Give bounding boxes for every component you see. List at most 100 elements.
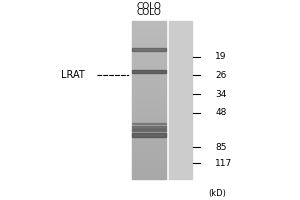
Bar (132, 146, 166, 147)
Bar (132, 95, 166, 96)
Bar (132, 72, 166, 74)
Bar (132, 120, 166, 121)
Text: LRAT: LRAT (61, 70, 85, 80)
Bar (132, 70, 166, 71)
Bar (132, 105, 166, 107)
Bar (132, 59, 166, 60)
Bar (132, 45, 166, 46)
Bar (132, 117, 166, 118)
Bar (132, 75, 166, 76)
Bar (132, 66, 166, 67)
Bar (132, 97, 166, 99)
Bar (132, 107, 166, 108)
Bar (132, 28, 166, 29)
Bar (132, 140, 166, 141)
Bar (132, 133, 166, 134)
Bar (132, 80, 166, 82)
Bar (132, 158, 166, 159)
Bar (132, 51, 166, 53)
Bar (132, 33, 166, 34)
Bar (132, 175, 166, 176)
Bar (132, 129, 166, 130)
Bar (132, 54, 166, 55)
Bar (132, 78, 166, 79)
Bar (132, 174, 166, 175)
Text: 19: 19 (215, 52, 227, 61)
Bar (132, 124, 166, 125)
Bar (132, 42, 166, 43)
Bar (132, 153, 166, 154)
Bar (132, 41, 166, 42)
Bar (132, 172, 166, 174)
Bar (132, 57, 166, 58)
Text: (kD): (kD) (208, 189, 226, 198)
Text: 34: 34 (215, 90, 227, 99)
Bar (132, 143, 166, 145)
Text: 117: 117 (215, 159, 232, 168)
Bar (132, 166, 166, 167)
Bar (132, 162, 166, 163)
Bar (132, 31, 166, 33)
Bar (132, 24, 166, 25)
Bar (132, 39, 166, 41)
Bar (132, 145, 166, 146)
Bar (132, 22, 166, 24)
Bar (132, 55, 166, 57)
Bar (132, 47, 166, 49)
Bar (132, 126, 166, 128)
Bar (132, 165, 166, 166)
Bar (132, 118, 166, 120)
Bar (132, 149, 166, 150)
Bar (132, 83, 166, 84)
Bar (132, 53, 166, 54)
Bar (132, 169, 166, 170)
Bar (132, 161, 166, 162)
Bar (132, 88, 166, 89)
Bar (132, 109, 166, 111)
Bar (132, 99, 166, 100)
Bar (132, 48, 166, 51)
Bar (132, 133, 166, 137)
Bar (132, 29, 166, 30)
Bar (132, 142, 166, 143)
Bar (132, 68, 166, 70)
Bar (132, 103, 166, 104)
Bar (132, 92, 166, 93)
Text: 48: 48 (215, 108, 227, 117)
Bar (132, 37, 166, 38)
Bar (132, 113, 166, 114)
Bar (132, 64, 166, 66)
Bar (132, 21, 166, 22)
Bar (132, 178, 166, 179)
Bar (132, 76, 166, 78)
Bar (132, 121, 166, 122)
Bar (132, 114, 166, 116)
Bar (132, 104, 166, 105)
Bar (132, 176, 166, 178)
Text: 26: 26 (215, 71, 227, 80)
Bar (132, 35, 166, 37)
Bar (132, 25, 166, 26)
Bar (132, 122, 166, 124)
Bar (132, 132, 166, 133)
Bar (132, 154, 166, 155)
Bar (132, 150, 166, 151)
Bar (132, 79, 166, 80)
Bar (132, 89, 166, 91)
Bar (132, 91, 166, 92)
Bar (132, 151, 166, 153)
Bar (132, 170, 166, 171)
Bar (132, 101, 166, 103)
Bar (132, 126, 166, 128)
Bar (132, 141, 166, 142)
Bar (132, 108, 166, 109)
Bar (132, 112, 166, 113)
Bar (132, 159, 166, 161)
Bar (132, 136, 166, 137)
Text: 85: 85 (215, 143, 227, 152)
Bar (132, 82, 166, 83)
Bar (132, 155, 166, 157)
Bar (132, 163, 166, 165)
Bar (132, 71, 166, 72)
Bar (132, 30, 166, 31)
